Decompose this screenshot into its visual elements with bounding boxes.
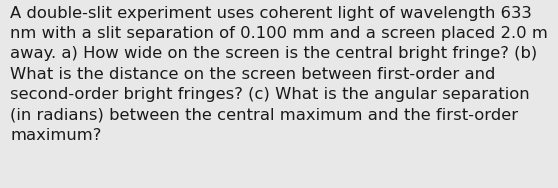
Text: A double-slit experiment uses coherent light of wavelength 633
nm with a slit se: A double-slit experiment uses coherent l…: [10, 6, 548, 143]
